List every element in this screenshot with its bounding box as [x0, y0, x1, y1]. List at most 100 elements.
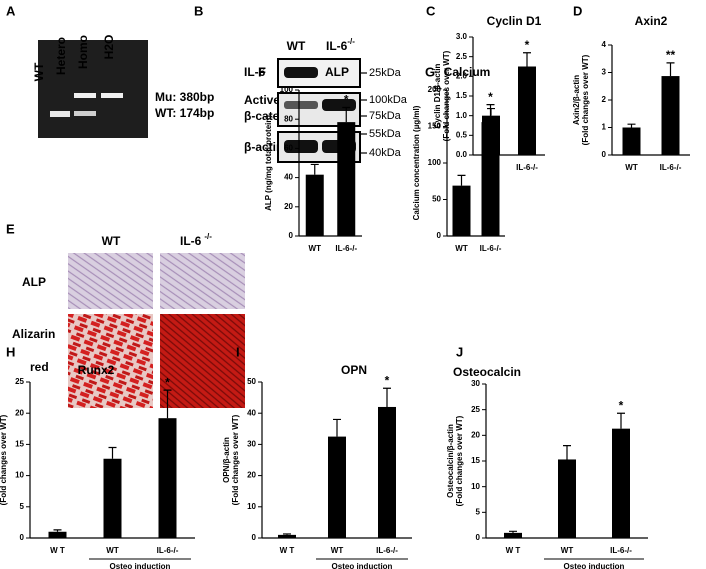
- bar: [661, 76, 680, 155]
- y-tick-label: 20: [247, 471, 256, 480]
- panel-letter: B: [194, 3, 203, 18]
- y-tick-label: 20: [284, 202, 293, 211]
- bar: [558, 459, 576, 538]
- superscript: -/-: [347, 37, 355, 46]
- error-bar: [163, 389, 172, 419]
- error-bar: [563, 445, 571, 460]
- y-axis-label: Calcium concentration (µg/ml): [412, 105, 421, 220]
- x-tick-label: WT: [455, 244, 468, 253]
- x-tick-label: IL-6-/-: [480, 244, 502, 253]
- marker-label: 75kDa: [369, 110, 402, 122]
- error-bar: [342, 106, 351, 123]
- band-label: WT: 174bp: [155, 106, 214, 120]
- y-tick-label: 5: [20, 502, 25, 511]
- y-tick-label: 25: [471, 405, 480, 414]
- blot-band: [322, 99, 356, 111]
- y-tick-label: 10: [247, 502, 256, 511]
- panel-letter: I: [236, 344, 240, 359]
- stain-image: [68, 253, 153, 309]
- y-tick-label: 0: [289, 231, 294, 240]
- y-axis-label: ALP (ng/mg total protein): [264, 115, 273, 211]
- bar: [158, 418, 177, 538]
- x-tick-label: WT: [331, 546, 344, 555]
- row-label: ALP: [22, 275, 46, 289]
- row-label: β-actin: [244, 140, 283, 154]
- y-tick-label: 30: [247, 440, 256, 449]
- y-tick-label: 0.5: [456, 130, 468, 139]
- row-label: IL-6: [244, 65, 266, 79]
- panel-letter: C: [426, 3, 436, 18]
- y-axis-label: (Fold changes over WT): [455, 415, 464, 506]
- y-axis-label: Cyclin D1/β-actin: [433, 63, 442, 128]
- significance: *: [165, 375, 170, 389]
- y-tick-label: 20: [15, 408, 24, 417]
- bar: [328, 436, 346, 538]
- column-label: WT: [287, 39, 306, 53]
- chart-title: Cyclin D1: [487, 14, 542, 28]
- panel-letter: A: [6, 3, 16, 18]
- error-bar: [617, 412, 625, 429]
- bar: [504, 532, 522, 538]
- x-tick-label: IL-6-/-: [660, 163, 682, 172]
- y-tick-label: 2.5: [456, 52, 468, 61]
- x-tick-label: IL-6-/-: [610, 546, 632, 555]
- y-tick-label: 5: [476, 507, 481, 516]
- stain-image: [160, 253, 245, 309]
- y-tick-label: 200: [428, 85, 442, 94]
- y-tick-label: 25: [15, 377, 24, 386]
- gel-band: [101, 93, 123, 98]
- marker-label: 40kDa: [369, 147, 402, 159]
- bar: [378, 406, 396, 538]
- x-tick-label: IL-6-/-: [376, 546, 398, 555]
- x-tick-label: W T: [50, 546, 65, 555]
- row-label: Active: [244, 93, 280, 107]
- x-tick-label: IL-6-/-: [335, 244, 357, 253]
- y-tick-label: 2: [602, 95, 607, 104]
- x-tick-label: WT: [106, 546, 119, 555]
- y-tick-label: 0: [476, 533, 481, 542]
- y-axis-label: (Fold changes over WT): [0, 414, 8, 505]
- significance: *: [525, 38, 530, 52]
- marker-label: 25kDa: [369, 67, 402, 79]
- y-axis-label: (Fold changes over WT): [231, 414, 240, 505]
- bar: [612, 428, 630, 538]
- x-tick-label: WT: [309, 244, 322, 253]
- superscript: -/-: [204, 232, 212, 241]
- row-label: Alizarin: [12, 327, 55, 341]
- y-tick-label: 20: [471, 430, 480, 439]
- group-label: Osteo induction: [332, 562, 393, 569]
- error-bar: [666, 62, 675, 77]
- error-bar: [486, 104, 495, 123]
- bar: [48, 531, 67, 538]
- y-tick-label: 1.5: [456, 91, 468, 100]
- panel-letter: G: [425, 64, 435, 79]
- y-tick-label: 50: [432, 195, 441, 204]
- y-axis-label: (Fold changes over WT): [581, 54, 590, 145]
- bar: [278, 534, 296, 538]
- bar: [518, 66, 536, 155]
- marker-label: 55kDa: [369, 128, 402, 140]
- panel-letter: E: [6, 221, 15, 236]
- y-tick-label: 0: [602, 150, 607, 159]
- y-tick-label: 50: [247, 377, 256, 386]
- group-label: Osteo induction: [564, 562, 625, 569]
- significance: **: [666, 48, 676, 62]
- significance: *: [488, 90, 493, 104]
- bar: [622, 127, 641, 155]
- chart-title: Calcium: [444, 65, 491, 79]
- y-tick-label: 30: [471, 379, 480, 388]
- lane-label: H2O: [102, 35, 116, 60]
- error-bar: [333, 418, 341, 437]
- gel-band: [50, 111, 70, 117]
- bar: [305, 174, 324, 236]
- error-bar: [53, 529, 62, 532]
- y-tick-label: 0: [252, 533, 257, 542]
- y-tick-label: 60: [284, 144, 293, 153]
- x-tick-label: WT: [561, 546, 574, 555]
- y-tick-label: 100: [428, 158, 442, 167]
- x-tick-label: IL-6-/-: [157, 546, 179, 555]
- error-bar: [523, 52, 531, 67]
- error-bar: [108, 446, 117, 459]
- blot-band: [284, 101, 318, 109]
- y-tick-label: 10: [15, 471, 24, 480]
